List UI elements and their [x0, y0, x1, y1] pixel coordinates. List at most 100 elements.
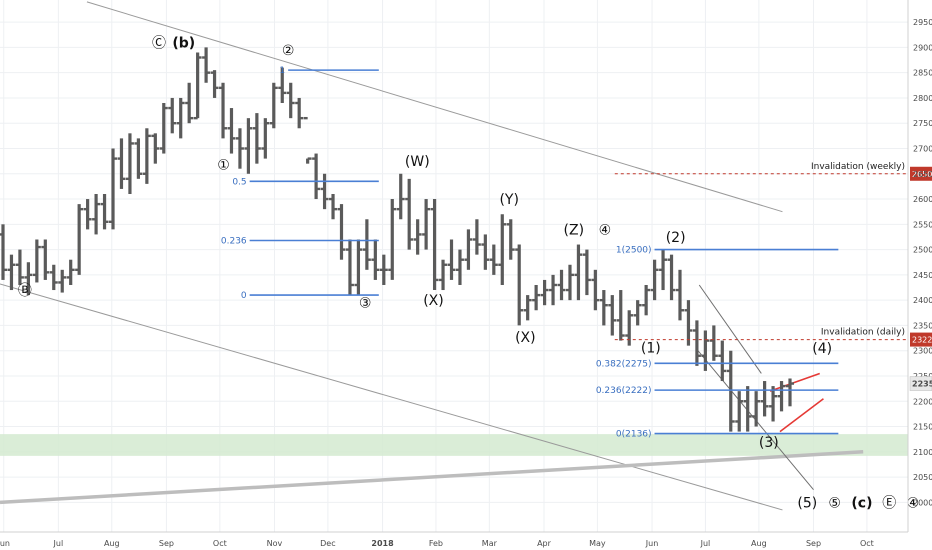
- wave-label: (3): [759, 435, 779, 451]
- ohlc-bar: [202, 47, 211, 83]
- wave-label: ⑤: [828, 495, 841, 511]
- ohlc-bar: [388, 199, 397, 280]
- ohlc-bar: [261, 118, 270, 159]
- ohlc-bar: [83, 199, 92, 230]
- price-tick-label: 2050: [913, 473, 932, 482]
- ohlc-bar: [726, 350, 735, 432]
- price-tick-label: 2100: [913, 448, 932, 457]
- ohlc-bar: [430, 199, 439, 291]
- time-tick-label: Jul: [53, 539, 64, 548]
- ohlc-bar: [574, 244, 583, 301]
- ohlc-bar: [650, 259, 659, 301]
- time-tick-label: Aug: [104, 539, 120, 548]
- wave-label: Ⓑ: [18, 283, 32, 299]
- ohlc-bar: [151, 133, 160, 164]
- fib-level-label: 0: [241, 291, 247, 301]
- wave-label: Ⓔ: [882, 495, 896, 511]
- ohlc-bar: [210, 70, 219, 98]
- time-tick-label: Mar: [482, 539, 498, 548]
- ohlc-bar: [422, 199, 431, 250]
- time-tick-label: Apr: [537, 539, 552, 548]
- ohlc-bar: [320, 173, 329, 210]
- time-tick-label: Sep: [159, 539, 174, 548]
- ohlc-bar: [371, 239, 380, 280]
- ohlc-bar: [168, 97, 177, 134]
- ohlc-bar: [125, 133, 134, 194]
- ohlc-bar: [58, 269, 67, 293]
- price-tick-label: 2650: [913, 170, 932, 179]
- ohlc-bar: [278, 67, 287, 103]
- time-tick-label: Oct: [860, 539, 874, 548]
- invalidation-price-badge: [910, 166, 932, 181]
- trendline: [0, 283, 783, 511]
- wave-label: Ⓒ: [152, 35, 166, 51]
- ohlc-bar: [49, 264, 58, 291]
- ohlc-bar: [312, 153, 321, 200]
- trendline: [86, 1, 783, 213]
- wave-label: (2): [666, 230, 686, 246]
- ohlc-bar: [718, 340, 727, 382]
- ohlc-bar: [752, 391, 761, 427]
- ohlc-bar: [235, 128, 244, 169]
- support-zone: [0, 434, 908, 456]
- time-tick-label: May: [589, 539, 606, 548]
- price-tick-label: 2550: [913, 220, 932, 229]
- wave-label: ②: [282, 43, 295, 59]
- ohlc-bar: [295, 97, 304, 129]
- price-tick-label: 2950: [913, 18, 932, 27]
- ohlc-bar: [557, 269, 566, 301]
- current-price-badge: [909, 376, 932, 391]
- price-tick-label: 2850: [913, 69, 932, 78]
- ohlc-bar: [667, 254, 676, 301]
- ohlc-bar: [193, 52, 202, 120]
- ohlc-bar: [786, 378, 794, 407]
- ohlc-bar: [176, 97, 185, 139]
- ohlc-bar: [379, 254, 388, 285]
- ohlc-bar: [117, 138, 126, 189]
- wave-label: (b): [172, 35, 195, 51]
- ohlc-bar: [633, 300, 642, 326]
- ohlc-bar: [447, 239, 456, 280]
- price-tick-label: 2000: [913, 498, 932, 507]
- fib-level-label: 0.236(2222): [596, 386, 652, 396]
- ohlc-bar: [582, 249, 591, 296]
- wave-label: ④: [907, 495, 920, 511]
- time-tick-label: 2018: [371, 539, 394, 548]
- ohlc-bar: [329, 193, 338, 220]
- ohlc-bar: [515, 244, 524, 326]
- ohlc-bar: [659, 249, 668, 291]
- ohlc-bar: [472, 219, 481, 255]
- time-tick-label: Nov: [267, 539, 283, 548]
- time-tick-label: Sep: [806, 539, 821, 548]
- wave-label: (W): [405, 154, 430, 170]
- trendline: [0, 450, 864, 505]
- price-tick-label: 2200: [913, 397, 932, 406]
- ohlc-bar: [142, 128, 151, 184]
- ohlc-bar: [709, 325, 718, 361]
- ohlc-bar: [354, 239, 363, 296]
- time-tick-label: Jun: [0, 539, 10, 548]
- ohlc-bar: [565, 264, 574, 301]
- ohlc-bar: [735, 391, 744, 432]
- time-tick-label: Jul: [700, 539, 711, 548]
- price-tick-label: 2400: [913, 296, 932, 305]
- wave-label: ④: [599, 222, 612, 238]
- ohlc-bar: [134, 138, 143, 179]
- time-tick-label: Feb: [429, 539, 443, 548]
- ohlc-bar: [337, 204, 346, 260]
- price-tick-label: 2900: [913, 43, 932, 52]
- price-tick-label: 2500: [913, 246, 932, 255]
- ohlc-bar: [413, 219, 422, 255]
- ohlc-bar: [498, 214, 507, 285]
- ohlc-bar: [15, 249, 24, 285]
- ohlc-bar: [66, 259, 75, 285]
- ohlc-bar: [0, 224, 7, 280]
- ohlc-bar: [32, 239, 41, 283]
- invalidation-price-badge-text: 2650: [912, 170, 932, 179]
- price-tick-label: 2600: [913, 195, 932, 204]
- ohlc-bar: [100, 193, 109, 230]
- current-price-label: 2235: [912, 380, 932, 389]
- ohlc-bar: [760, 381, 769, 417]
- price-tick-label: 2750: [913, 119, 932, 128]
